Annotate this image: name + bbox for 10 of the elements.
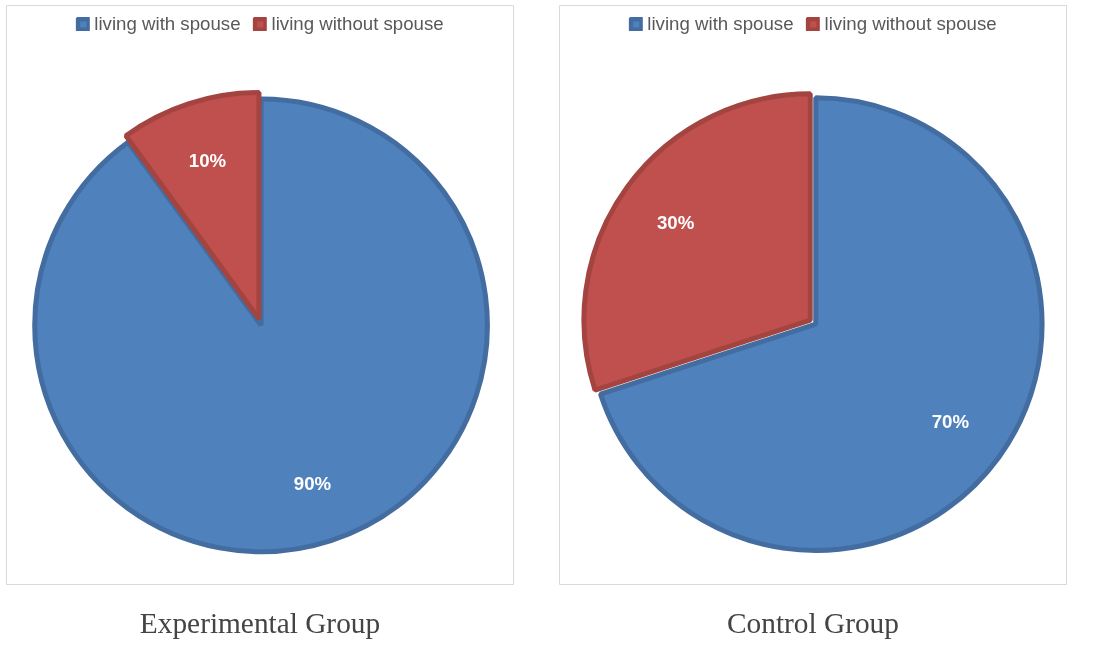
legend-label: living without spouse (271, 13, 444, 35)
legend-label: living with spouse (647, 13, 794, 35)
data-label: 30% (657, 211, 695, 233)
data-label: 70% (931, 411, 970, 433)
data-label: 10% (188, 150, 227, 172)
data-label: 90% (293, 472, 332, 494)
legend-label: living without spouse (824, 13, 997, 35)
text: Control Group (727, 606, 899, 639)
text: Experimental Group (139, 606, 381, 639)
legend-label: living with spouse (94, 13, 241, 35)
